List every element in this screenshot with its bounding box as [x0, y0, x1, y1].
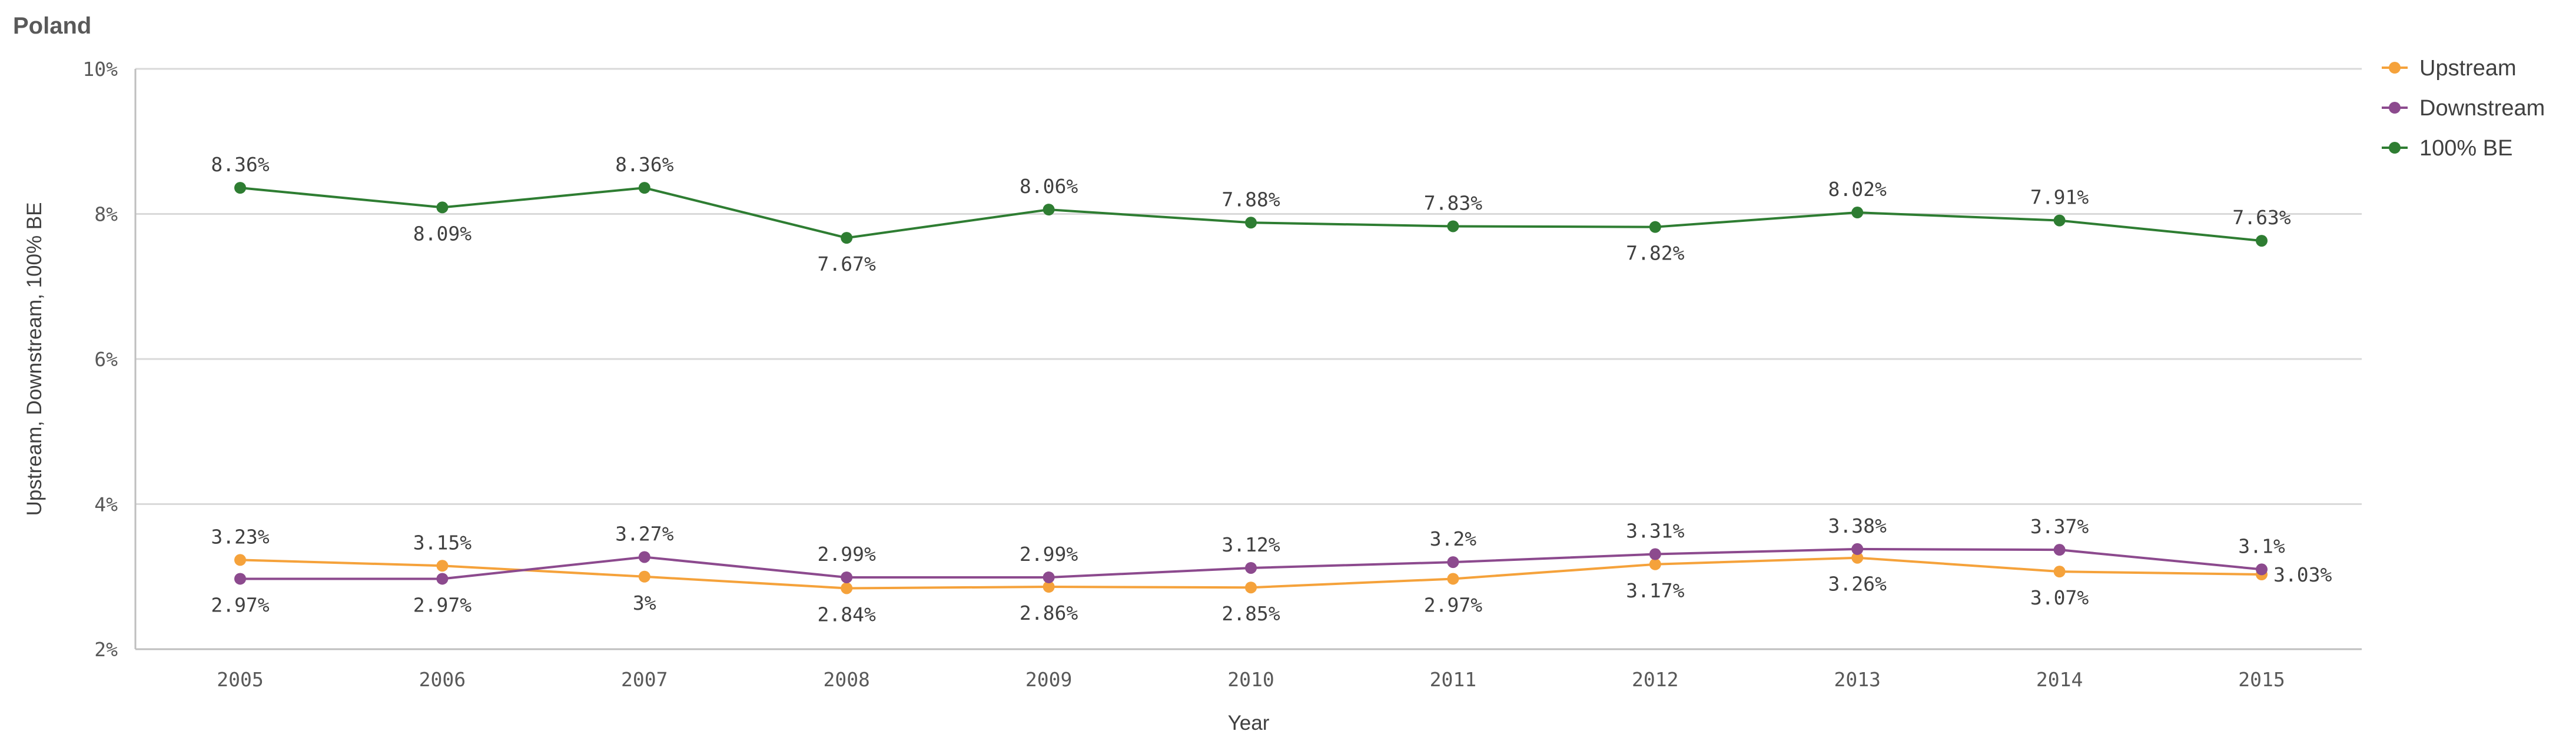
downstream-data-label: 2.99%: [1020, 543, 1078, 566]
100-be-data-label: 7.82%: [1626, 242, 1684, 265]
100-be-point[interactable]: [1851, 207, 1864, 219]
y-tick-label: 10%: [82, 58, 118, 81]
downstream-point[interactable]: [436, 573, 449, 585]
legend-label-100-be[interactable]: 100% BE: [2419, 136, 2512, 161]
downstream-point[interactable]: [1447, 556, 1459, 569]
100-be-data-label: 8.09%: [413, 222, 472, 245]
upstream-data-label: 3%: [633, 592, 656, 614]
upstream-data-label: 2.85%: [1221, 602, 1280, 625]
x-tick-label: 2007: [621, 668, 668, 691]
upstream-point[interactable]: [1851, 551, 1864, 564]
axes: 2% 4% 6% 8% 10% 2005 2006 2007 2008 2009 2010 2011 2…: [82, 58, 2362, 691]
100-be-point[interactable]: [2256, 235, 2268, 247]
upstream-data-label: 3.26%: [1828, 573, 1887, 596]
x-tick-label: 2012: [1632, 668, 1678, 691]
100-be-data-label: 7.88%: [1221, 188, 1280, 211]
downstream-data-label: 2.97%: [211, 593, 269, 616]
100-be-data-label: 7.91%: [2030, 186, 2089, 209]
upstream-point[interactable]: [1245, 581, 1257, 594]
downstream-data-label: 3.37%: [2030, 515, 2089, 538]
upstream-data-label: 2.86%: [1020, 602, 1078, 624]
downstream-data-label: 3.27%: [615, 522, 673, 545]
x-tick-label: 2011: [1430, 668, 1476, 691]
downstream-data-label: 3.38%: [1828, 514, 1887, 537]
data-labels: 3.23% 3.15% 3% 2.84% 2.86% 2.85% 2.97% 3.17% 3.2…: [211, 153, 2332, 626]
upstream-data-label: 3.17%: [1626, 579, 1684, 602]
100-be-point[interactable]: [1447, 220, 1459, 232]
upstream-point[interactable]: [638, 570, 650, 583]
y-tick-label: 8%: [94, 203, 118, 226]
y-tick-label: 4%: [94, 493, 118, 516]
100-be-point[interactable]: [2053, 214, 2066, 227]
x-axis-title: Year: [1228, 712, 1270, 735]
downstream-data-label: 3.2%: [1430, 527, 1477, 550]
upstream-point[interactable]: [2053, 566, 2066, 578]
downstream-data-label: 2.99%: [818, 543, 876, 566]
x-tick-label: 2013: [1834, 668, 1880, 691]
upstream-point[interactable]: [1447, 573, 1459, 585]
100-be-point[interactable]: [1649, 221, 1661, 233]
downstream-point[interactable]: [234, 573, 246, 585]
legend-label-downstream[interactable]: Downstream: [2419, 96, 2545, 121]
downstream-data-label: 2.97%: [413, 593, 472, 616]
y-axis-title: Upstream, Downstream, 100% BE: [23, 202, 46, 516]
upstream-data-label: 2.84%: [818, 603, 876, 626]
100-be-data-label: 7.67%: [818, 252, 876, 275]
100-be-point[interactable]: [436, 201, 449, 214]
x-tick-label: 2005: [217, 668, 263, 691]
x-tick-label: 2010: [1227, 668, 1274, 691]
downstream-data-label: 3.31%: [1626, 520, 1684, 543]
100-be-point[interactable]: [1043, 204, 1055, 216]
legend[interactable]: Upstream Downstream 100% BE: [2382, 56, 2545, 161]
legend-swatch-100-be: [2389, 142, 2401, 154]
y-tick-label: 6%: [94, 348, 118, 371]
100-be-data-label: 7.63%: [2232, 206, 2290, 229]
100-be-point[interactable]: [234, 182, 246, 194]
upstream-data-label: 2.97%: [1424, 593, 1482, 616]
downstream-point[interactable]: [1649, 548, 1661, 560]
100-be-data-label: 8.36%: [615, 153, 673, 176]
100-be-data-label: 8.06%: [1020, 175, 1078, 198]
downstream-point[interactable]: [2053, 544, 2066, 556]
x-tick-label: 2015: [2238, 668, 2285, 691]
upstream-point[interactable]: [234, 554, 246, 566]
downstream-point[interactable]: [841, 571, 853, 583]
legend-swatch-upstream: [2389, 62, 2401, 74]
x-tick-label: 2008: [823, 668, 869, 691]
upstream-point[interactable]: [1649, 558, 1661, 570]
x-tick-label: 2009: [1025, 668, 1072, 691]
upstream-point[interactable]: [1043, 581, 1055, 593]
downstream-point[interactable]: [638, 551, 650, 563]
x-tick-label: 2014: [2036, 668, 2083, 691]
upstream-point[interactable]: [436, 560, 449, 572]
100-be-data-label: 8.36%: [211, 153, 269, 176]
100-be-data-label: 7.83%: [1424, 191, 1482, 214]
series-lines: [234, 182, 2268, 594]
chart-title: Poland: [13, 13, 92, 39]
100-be-data-label: 8.02%: [1828, 178, 1887, 201]
upstream-data-label: 3.15%: [413, 531, 472, 554]
upstream-data-label: 3.23%: [211, 525, 269, 548]
downstream-point[interactable]: [2256, 563, 2268, 576]
downstream-data-label: 3.1%: [2238, 534, 2285, 557]
downstream-data-label: 3.12%: [1221, 533, 1280, 556]
x-tick-label: 2006: [419, 668, 466, 691]
100-be-point[interactable]: [841, 232, 853, 244]
100-be-point[interactable]: [638, 182, 650, 194]
upstream-point[interactable]: [841, 582, 853, 594]
downstream-point[interactable]: [1245, 561, 1257, 574]
100-be-point[interactable]: [1245, 217, 1257, 229]
y-tick-label: 2%: [94, 638, 118, 661]
legend-label-upstream[interactable]: Upstream: [2419, 56, 2517, 81]
downstream-point[interactable]: [1043, 571, 1055, 583]
legend-swatch-downstream: [2389, 102, 2401, 114]
upstream-data-label: 3.07%: [2030, 586, 2089, 609]
upstream-data-label: 3.03%: [2273, 563, 2332, 586]
gridlines: [135, 68, 2362, 650]
downstream-point[interactable]: [1851, 543, 1864, 555]
